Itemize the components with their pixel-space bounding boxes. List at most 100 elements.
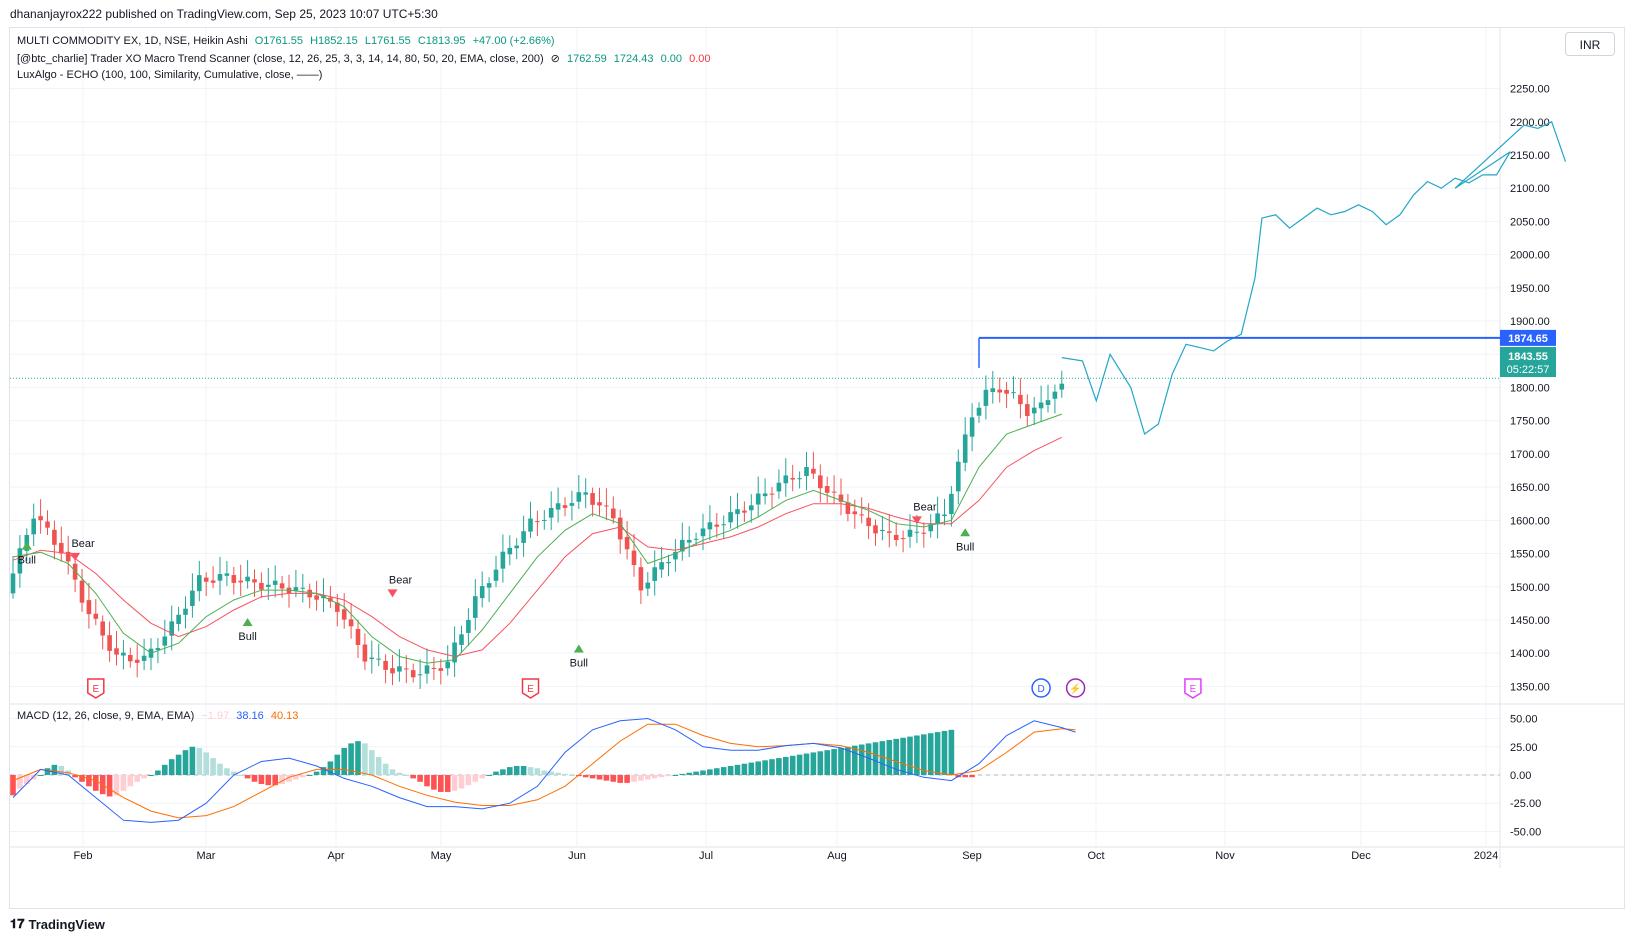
macd-histogram-bar [507,767,513,775]
candle-body [10,573,16,594]
candle-body [1031,407,1037,414]
macd-histogram-bar [548,771,554,775]
legend-close: C1813.95 [417,35,466,47]
macd-histogram-bar [79,775,85,782]
candle-body [445,661,450,669]
candle-body [404,668,409,670]
macd-line-value: 38.16 [236,710,264,722]
macd-histogram-bar [327,761,334,775]
candle-body [900,538,906,540]
candle-body [686,539,692,543]
candle-body [348,619,354,627]
candle-body [535,521,540,523]
macd-histogram-bar [789,755,796,775]
candle-body [238,580,243,583]
tradingview-logo-text: TradingView [28,916,105,932]
macd-histogram-bar [341,747,347,775]
candle-body [638,567,644,591]
y-tick-label: 2150.00 [1510,150,1550,162]
candle-body [252,579,257,583]
candle-body [859,514,864,516]
macd-histogram-bar [203,752,209,775]
y-tick-label: 1350.00 [1510,681,1550,693]
macd-y-tick-label: -50.00 [1510,826,1541,838]
settings-icon[interactable]: ⊘ [550,53,560,65]
x-tick-label: Oct [1087,850,1104,862]
macd-histogram-bar [624,775,630,783]
macd-histogram-bar [707,769,713,775]
chart-frame [9,27,1625,909]
y-tick-label: 1800.00 [1510,382,1550,394]
legend-macd-row: MACD (12, 26, close, 9, EMA, EMA) −1.97 … [17,710,302,722]
y-tick-label: 1750.00 [1510,416,1550,428]
candle-body [680,539,685,552]
macd-histogram-bar [134,775,140,782]
y-tick-label: 1900.00 [1510,316,1550,328]
candle-body [272,580,278,585]
candle-body [997,389,1002,393]
candle-body [390,668,395,674]
legend-open: O1761.55 [254,35,304,47]
candle-body [369,657,375,660]
macd-histogram-bar [900,737,906,775]
candle-body [1045,400,1051,405]
candle-body [935,513,940,524]
y-tick-label: 1700.00 [1510,449,1550,461]
candle-body [611,508,616,519]
candle-body [190,590,195,607]
macd-histogram-bar [451,775,458,791]
macd-histogram-bar [410,775,416,779]
macd-histogram-bar [645,775,651,780]
legend-symbol[interactable]: MULTI COMMODITY EX, 1D, NSE, Heikin Ashi [17,35,248,47]
earnings-event-label: E [92,684,99,695]
legend-indicator1[interactable]: [@btc_charlie] Trader XO Macro Trend Sca… [17,53,544,65]
candle-body [507,547,513,555]
macd-histogram-bar [389,769,396,775]
candle-body [210,580,216,583]
candle-body [804,467,809,477]
legend-high: H1852.15 [310,35,358,47]
split-event-label: ⚡ [1069,682,1081,695]
candle-body [811,468,816,474]
macd-histogram-bar [520,765,527,775]
macd-histogram-bar [217,763,223,775]
legend-macd[interactable]: MACD (12, 26, close, 9, EMA, EMA) [17,710,195,722]
candle-body [645,582,651,589]
currency-button[interactable]: INR [1565,32,1615,56]
macd-histogram-bar [155,770,161,775]
candle-body [300,587,306,589]
candle-body [1038,402,1044,409]
macd-histogram-bar [403,775,410,776]
macd-histogram-bar [914,735,920,775]
candle-body [31,518,36,535]
macd-histogram-bar [431,775,437,790]
candle-body [383,660,388,670]
x-tick-label: May [431,850,452,862]
dividend-event-icon [1031,678,1051,698]
y-tick-label: 1650.00 [1510,482,1550,494]
legend-indicator2[interactable]: LuxAlgo - ECHO (100, 100, Similarity, Cu… [17,69,323,81]
candle-body [424,665,430,674]
candle-body [224,573,230,576]
y-tick-label: 1600.00 [1510,515,1550,527]
macd-histogram-bar [334,754,341,775]
macd-histogram-bar [162,764,168,775]
macd-histogram-bar [527,767,534,775]
macd-histogram-bar [458,775,465,789]
tradingview-logo[interactable]: 𝟏𝟕 TradingView [10,916,105,932]
candle-body [962,434,968,463]
candle-body [783,475,789,484]
candle-body [245,576,250,582]
macd-histogram-bar [865,743,872,775]
macd-histogram-bar [493,771,499,775]
macd-histogram-bar [486,775,492,776]
legend-indicator2-row: LuxAlgo - ECHO (100, 100, Similarity, Cu… [17,69,326,81]
macd-histogram-bar [845,746,851,775]
candle-body [314,595,319,600]
candle-body [852,511,858,515]
macd-histogram-bar [113,775,120,796]
candle-body [114,648,119,655]
macd-histogram-bar [293,775,299,780]
candle-body [624,536,630,550]
